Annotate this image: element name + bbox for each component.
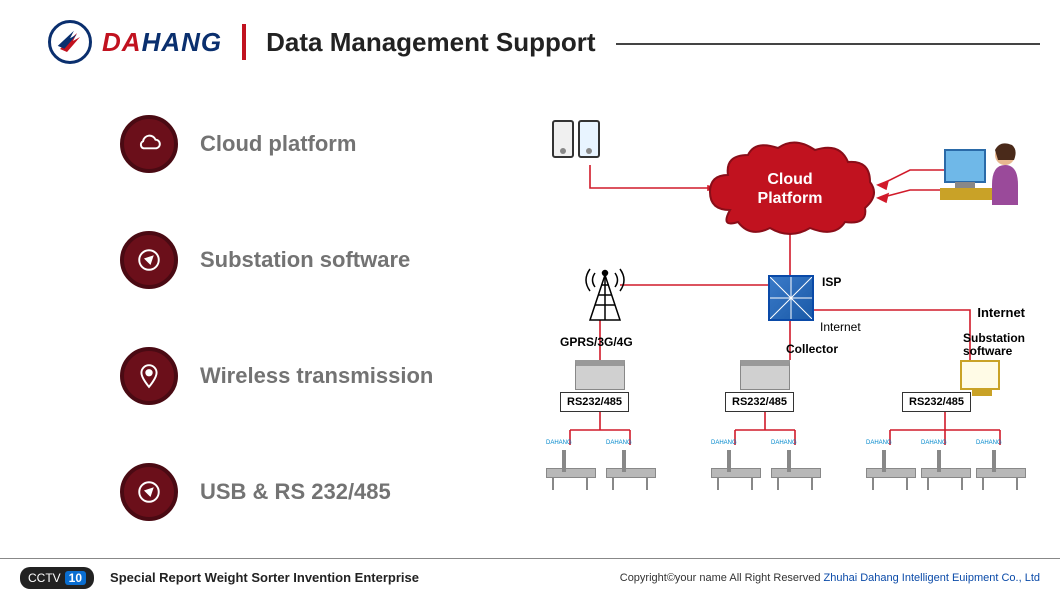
rs-box: RS232/485 bbox=[902, 392, 971, 412]
compass-icon bbox=[120, 231, 178, 289]
rs-box: RS232/485 bbox=[725, 392, 794, 412]
substation-software-label: Substation software bbox=[963, 332, 1025, 358]
sorter-machine-icon: DAHANG bbox=[976, 450, 1024, 490]
feature-item-wireless: Wireless transmission bbox=[120, 347, 433, 405]
network-diagram: Cloud Platform GPRS/3G/4G ISP Internet bbox=[530, 110, 1040, 510]
feature-label: Cloud platform bbox=[200, 131, 356, 157]
collector-label: Collector bbox=[786, 342, 838, 356]
brand-name: DAHANG bbox=[102, 27, 222, 58]
sorter-machine-icon: DAHANG bbox=[866, 450, 914, 490]
mobile-devices-icon bbox=[550, 120, 602, 163]
feature-item-cloud: Cloud platform bbox=[120, 115, 433, 173]
cctv-badge: CCTV 10 bbox=[20, 567, 94, 589]
compass-icon bbox=[120, 463, 178, 521]
logo-icon bbox=[48, 20, 92, 64]
collector-box-icon bbox=[575, 360, 625, 390]
user-pc-icon bbox=[940, 135, 1030, 215]
feature-list: Cloud platform Substation software Wirel… bbox=[120, 115, 433, 579]
sorter-machine-icon: DAHANG bbox=[606, 450, 654, 490]
feature-item-substation: Substation software bbox=[120, 231, 433, 289]
footer-copyright: Copyright©your name All Right Reserved Z… bbox=[620, 572, 1040, 584]
sorter-machine-icon: DAHANG bbox=[711, 450, 759, 490]
collector-box-icon bbox=[740, 360, 790, 390]
feature-label: Wireless transmission bbox=[200, 363, 433, 389]
sorter-machine-icon: DAHANG bbox=[771, 450, 819, 490]
header: DAHANG Data Management Support bbox=[48, 20, 1040, 64]
isp-node-icon bbox=[768, 275, 814, 321]
footer-left-text: Special Report Weight Sorter Invention E… bbox=[110, 570, 419, 585]
cloud-label: Cloud Platform bbox=[740, 170, 840, 208]
rs-box: RS232/485 bbox=[560, 392, 629, 412]
brand-part2: HANG bbox=[142, 27, 223, 57]
sorter-machine-icon: DAHANG bbox=[921, 450, 969, 490]
internet-label: Internet bbox=[820, 320, 861, 334]
title-underline bbox=[616, 43, 1041, 45]
page-title: Data Management Support bbox=[266, 27, 595, 58]
internet-label: Internet bbox=[977, 305, 1025, 320]
title-divider bbox=[242, 24, 246, 60]
cloud-icon bbox=[120, 115, 178, 173]
pin-icon bbox=[120, 347, 178, 405]
footer: CCTV 10 Special Report Weight Sorter Inv… bbox=[0, 558, 1060, 596]
substation-pc-icon bbox=[960, 360, 1000, 390]
feature-label: USB & RS 232/485 bbox=[200, 479, 391, 505]
brand-part1: DA bbox=[102, 27, 142, 57]
feature-item-usb: USB & RS 232/485 bbox=[120, 463, 433, 521]
feature-label: Substation software bbox=[200, 247, 410, 273]
isp-label: ISP bbox=[822, 275, 841, 289]
sorter-machine-icon: DAHANG bbox=[546, 450, 594, 490]
gprs-label: GPRS/3G/4G bbox=[560, 335, 633, 349]
